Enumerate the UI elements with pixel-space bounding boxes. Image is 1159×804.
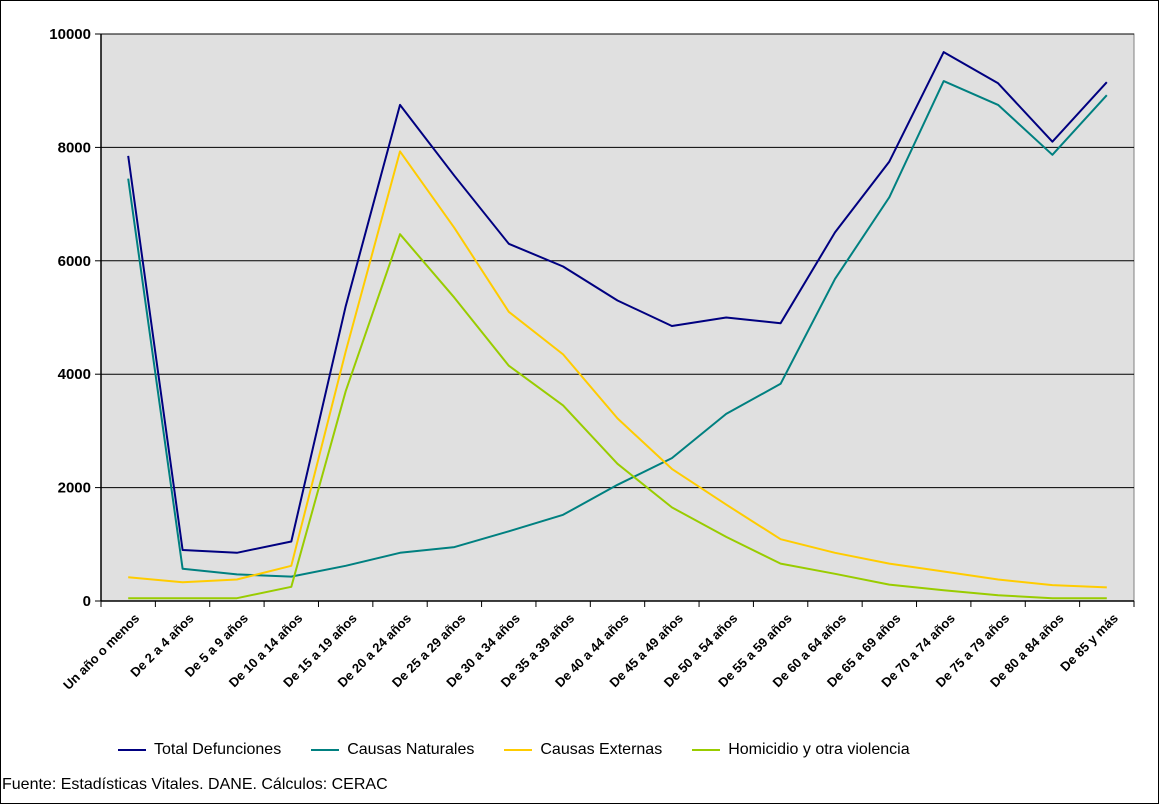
y-tick-label: 6000 [58, 253, 91, 270]
legend-item: Homicidio y otra violencia [692, 741, 910, 759]
plot-area [100, 33, 1135, 602]
legend-label: Causas Externas [540, 741, 663, 758]
legend-swatch [504, 749, 533, 751]
series-line [128, 233, 1107, 600]
y-tick-label: 10000 [49, 26, 91, 43]
series-lines [127, 51, 1108, 600]
x-tick-label: De 85 y más [1057, 611, 1121, 675]
axes [100, 34, 1134, 602]
y-axis-ticks: 0 2000 4000 6000 8000 10000 [49, 26, 101, 610]
legend-label: Causas Naturales [347, 741, 475, 758]
series-line [127, 80, 1108, 578]
legend-item: Causas Naturales [311, 741, 474, 759]
legend-label: Homicidio y otra violencia [728, 741, 910, 758]
y-tick-label: 0 [83, 593, 91, 610]
x-tick-label: Un año o menos [60, 611, 142, 693]
legend-swatch [311, 749, 340, 751]
y-tick-label: 4000 [58, 366, 91, 383]
legend-swatch [118, 749, 146, 751]
source-note: Fuente: Estadísticas Vitales. DANE. Cálc… [2, 776, 388, 793]
gridlines [101, 33, 1134, 489]
legend-item: Total Defunciones [118, 741, 281, 759]
legend-swatch [692, 749, 721, 751]
legend-label: Total Defunciones [154, 741, 282, 758]
y-tick-label: 8000 [58, 139, 91, 156]
legend: Total Defunciones Causas Naturales Causas … [118, 738, 940, 762]
legend-item: Causas Externas [504, 741, 662, 759]
series-line [127, 51, 1108, 554]
y-tick-label: 2000 [58, 480, 91, 497]
series-line [128, 150, 1107, 589]
